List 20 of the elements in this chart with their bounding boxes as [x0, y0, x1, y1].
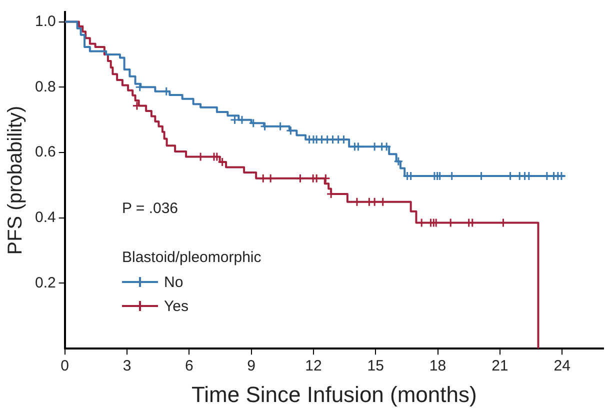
- y-axis-title: PFS (probability): [4, 106, 27, 255]
- y-tick-label: 1.0: [34, 12, 56, 30]
- y-tick-label: 0.2: [34, 274, 56, 292]
- x-tick-label: 0: [60, 358, 70, 375]
- x-tick-label: 12: [305, 358, 322, 375]
- x-tick-label: 21: [492, 358, 508, 375]
- x-tick-label: 9: [247, 358, 256, 375]
- legend-title: Blastoid/pleomorphic: [122, 249, 262, 266]
- y-tick-label: 0.8: [34, 78, 56, 96]
- x-tick-label: 3: [122, 358, 132, 375]
- y-tick-label: 0.6: [34, 144, 56, 161]
- x-tick-label: 15: [367, 358, 384, 375]
- legend-label: No: [164, 274, 184, 290]
- x-tick-label: 18: [429, 358, 446, 375]
- legend-label: Yes: [164, 298, 188, 314]
- y-tick-label: 0.4: [34, 209, 56, 226]
- annotation: P = .036: [122, 200, 178, 217]
- x-axis-title: Time Since Infusion (months): [192, 382, 477, 407]
- x-tick-label: 6: [184, 358, 194, 375]
- x-tick-label: 24: [554, 358, 570, 375]
